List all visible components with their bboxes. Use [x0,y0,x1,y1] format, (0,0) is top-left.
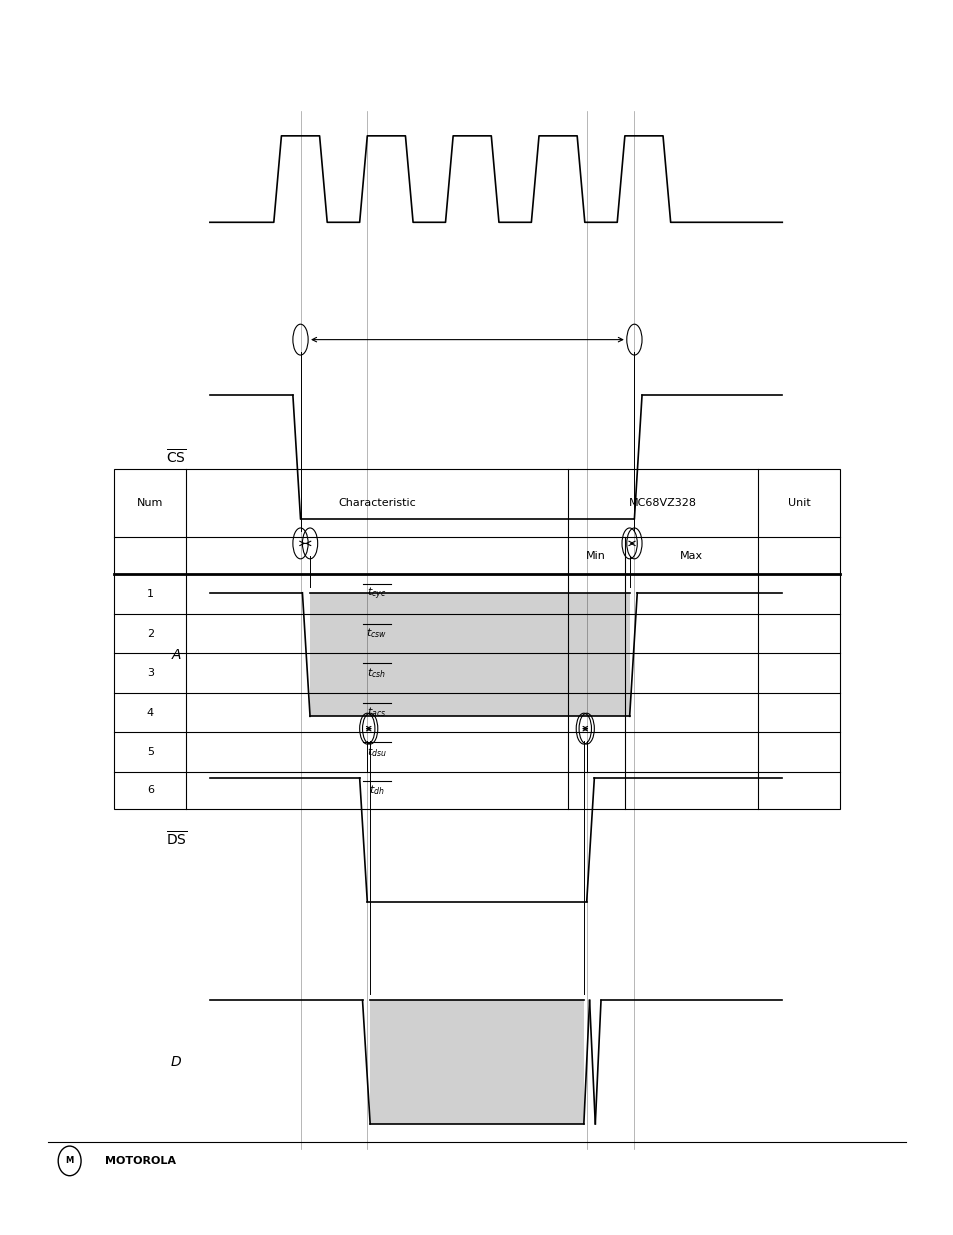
Text: $t_{dsu}$: $t_{dsu}$ [367,745,386,760]
Text: Num: Num [137,498,163,509]
Text: 1: 1 [147,589,153,599]
Text: $D$: $D$ [171,1055,182,1070]
Text: MOTOROLA: MOTOROLA [105,1156,175,1166]
Text: 6: 6 [147,785,153,795]
Text: $t_{cyc}$: $t_{cyc}$ [367,585,386,603]
Text: Characteristic: Characteristic [337,498,416,509]
Text: $A$: $A$ [171,647,182,662]
Text: 4: 4 [147,708,153,718]
Bar [114,469,839,809]
Text: $t_{csh}$: $t_{csh}$ [367,666,386,680]
Text: Unit: Unit [787,498,809,509]
Bar [370,1000,583,1124]
Bar [310,593,629,716]
Text: MC68VZ328: MC68VZ328 [628,498,697,509]
Text: 2: 2 [147,629,153,638]
Text: $t_{acs}$: $t_{acs}$ [367,705,386,720]
Text: $\overline{\rm CS}$: $\overline{\rm CS}$ [166,448,187,466]
Text: Max: Max [679,551,702,561]
Text: M: M [66,1156,73,1166]
Text: Min: Min [586,551,605,561]
Text: $\overline{\rm DS}$: $\overline{\rm DS}$ [166,831,187,848]
Text: 3: 3 [147,668,153,678]
Text: 5: 5 [147,747,153,757]
Text: $t_{dh}$: $t_{dh}$ [369,783,384,798]
Text: $t_{csw}$: $t_{csw}$ [366,626,387,641]
